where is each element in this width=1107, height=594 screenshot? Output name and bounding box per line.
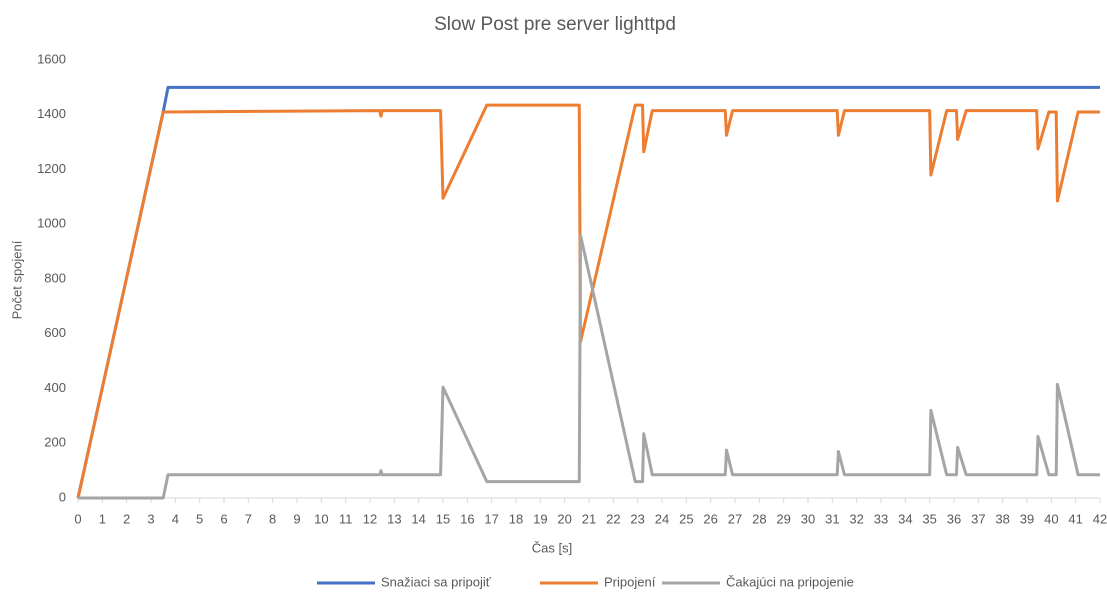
x-tick-label: 20: [557, 511, 571, 526]
x-tick-label: 24: [655, 511, 669, 526]
y-tick-label: 1600: [37, 51, 66, 66]
x-tick-label: 38: [995, 511, 1009, 526]
x-tick-label: 7: [245, 511, 252, 526]
y-tick-label: 1200: [37, 161, 66, 176]
x-tick-label: 37: [971, 511, 985, 526]
x-tick-label: 12: [363, 511, 377, 526]
x-tick-label: 16: [460, 511, 474, 526]
x-tick-label: 26: [703, 511, 717, 526]
x-tick-label: 21: [582, 511, 596, 526]
x-tick-label: 13: [387, 511, 401, 526]
x-tick-label: 33: [874, 511, 888, 526]
x-tick-label: 32: [849, 511, 863, 526]
line-series: [78, 233, 1100, 500]
x-tick-label: 9: [293, 511, 300, 526]
x-tick-label: 19: [533, 511, 547, 526]
y-axis-label: Počet spojení: [9, 240, 24, 319]
x-tick-label: 5: [196, 511, 203, 526]
x-tick-label: 15: [436, 511, 450, 526]
x-tick-label: 28: [752, 511, 766, 526]
x-axis-label: Čas [s]: [532, 540, 572, 555]
x-tick-label: 36: [947, 511, 961, 526]
x-tick-label: 17: [484, 511, 498, 526]
x-tick-label: 39: [1020, 511, 1034, 526]
line-series: [76, 85, 1100, 499]
x-tick-label: 3: [147, 511, 154, 526]
legend-label: Čakajúci na pripojenie: [726, 574, 854, 589]
x-tick-label: 2: [123, 511, 130, 526]
y-tick-label: 1400: [37, 106, 66, 121]
legend-label: Snažiaci sa pripojiť: [381, 574, 491, 589]
y-tick-label: 200: [44, 435, 66, 450]
x-tick-label: 14: [411, 511, 425, 526]
x-tick-label: 18: [509, 511, 523, 526]
x-tick-label: 1: [99, 511, 106, 526]
x-tick-label: 42: [1093, 511, 1107, 526]
x-tick-label: 35: [922, 511, 936, 526]
x-tick-label: 6: [220, 511, 227, 526]
x-tick-label: 10: [314, 511, 328, 526]
x-tick-label: 4: [172, 511, 179, 526]
x-tick-label: 29: [776, 511, 790, 526]
x-tick-label: 8: [269, 511, 276, 526]
chart-title: Slow Post pre server lighttpd: [434, 14, 676, 35]
x-tick-label: 25: [679, 511, 693, 526]
y-tick-label: 0: [59, 489, 66, 504]
y-tick-label: 400: [44, 380, 66, 395]
y-tick-label: 1000: [37, 216, 66, 231]
x-tick-label: 23: [630, 511, 644, 526]
x-tick-label: 40: [1044, 511, 1058, 526]
x-tick-label: 0: [74, 511, 81, 526]
x-tick-label: 27: [728, 511, 742, 526]
x-tick-label: 31: [825, 511, 839, 526]
x-tick-label: 30: [801, 511, 815, 526]
x-tick-label: 22: [606, 511, 620, 526]
x-tick-label: 41: [1068, 511, 1082, 526]
line-series: [76, 103, 1100, 499]
x-tick-label: 34: [898, 511, 912, 526]
legend-label: Pripojení: [604, 574, 656, 589]
y-tick-label: 600: [44, 325, 66, 340]
y-tick-label: 800: [44, 270, 66, 285]
x-tick-label: 11: [339, 511, 353, 526]
